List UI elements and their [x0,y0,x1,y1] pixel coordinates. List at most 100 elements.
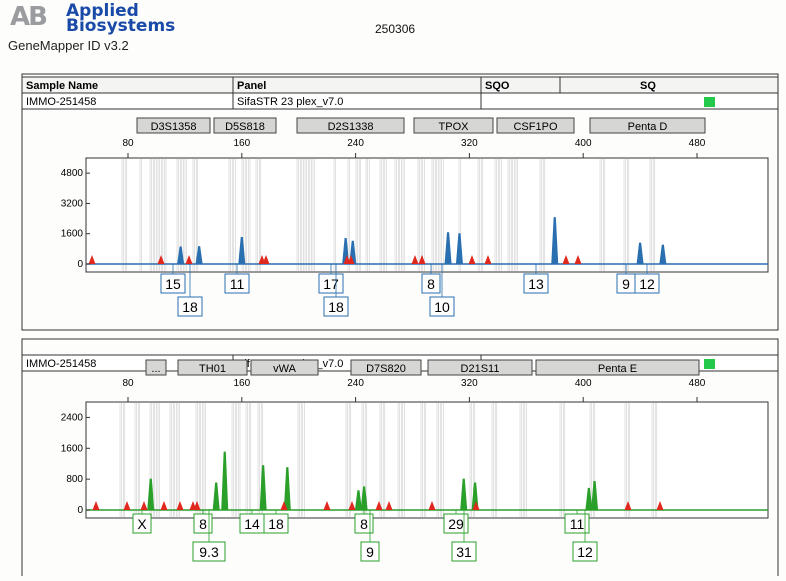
x-axis-ticks: 80 160 240 320 400 480 [122,378,706,402]
allele-label: 18 [328,299,344,315]
size-marker-triangle [418,255,426,264]
allele-box [224,273,250,294]
allele-label: 9.3 [199,544,219,560]
allele-calls: X 8 14 18 8 29 11 9.3 9 31 12 [132,510,598,562]
plot-frame [85,157,769,273]
allele-label: 11 [570,516,585,532]
allele-box [429,296,455,317]
allele-box [634,273,660,294]
locus-label: TPOX [439,121,470,133]
panel-name-value: SifaSTR 23 plex_v7.0 [237,96,343,108]
allele-label: 8 [199,516,207,532]
peak [147,478,155,511]
quality-status-indicator [704,97,715,107]
y-tick-label: 1600 [61,443,84,454]
size-marker-triangle [176,501,184,510]
size-marker-triangle [160,501,168,510]
locus-box [535,359,700,376]
allele-label: 17 [323,276,339,292]
y-tick-label: 0 [77,505,83,516]
y-axis-ticks: 0 1600 3200 4800 [61,168,90,270]
y-axis-ticks: 0 800 1600 2400 [61,412,90,516]
brand-name-line2: Biosystems [66,16,176,36]
size-marker-triangle [468,255,476,264]
allele-box [523,273,549,294]
locus-box [589,117,706,134]
table-header-row [21,76,779,94]
locus-label: D21S11 [461,363,500,375]
allele-label: X [137,516,147,532]
locus-label: D2S1338 [328,121,374,133]
locus-label: Penta D [628,121,668,133]
run-id: 250306 [375,22,416,36]
size-marker-triangle [411,255,419,264]
x-tick-label: 240 [347,138,364,149]
allele-label: 9 [366,544,374,560]
allele-label: 14 [244,516,260,532]
size-marker-triangle [88,255,96,264]
plot-area [85,157,769,273]
allele-bins [121,159,656,271]
x-tick-label: 400 [575,378,592,389]
locus-box [213,117,277,134]
allele-label: 12 [577,544,593,560]
size-marker-triangle [562,255,570,264]
locus-box [496,117,575,134]
allele-box [318,273,344,294]
size-marker-triangle [347,255,355,264]
allele-label: 12 [639,276,655,292]
peak [659,244,667,265]
allele-box [192,541,226,562]
table-data-row [21,92,779,110]
peak [283,467,291,511]
data-peaks [147,451,599,511]
allele-label: 8 [427,276,435,292]
allele-box [132,513,152,534]
allele-calls: 15 11 17 8 13 9 12 18 18 10 [160,264,660,317]
size-marker-triangle [262,255,270,264]
locus-box [427,359,533,376]
allele-box [360,541,380,562]
peak [238,237,246,265]
ab-logo-mark: AB [10,2,48,32]
peak [591,480,599,511]
x-tick-label: 320 [461,378,478,389]
locus-label: CSF1PO [513,121,557,133]
y-tick-label: 1600 [61,229,84,240]
locus-box [413,117,494,134]
locus-box [145,359,167,376]
size-marker-triangle [656,501,664,510]
peak [360,486,368,511]
peak [455,233,463,265]
locus-box [177,359,248,376]
allele-box [160,273,186,294]
peak [221,451,229,511]
size-marker-triangle [574,255,582,264]
peak [212,482,220,511]
allele-box [572,541,598,562]
x-tick-label: 160 [233,378,250,389]
allele-box [451,541,477,562]
sample-name-value: IMMO-251458 [26,358,96,370]
locus-label: vWA [273,363,296,375]
peak [444,232,452,265]
size-marker-triangle [348,501,356,510]
x-tick-label: 480 [689,138,706,149]
plot-area [85,401,769,519]
size-marker-triangle [123,501,131,510]
quality-status-indicator [704,359,715,369]
size-marker-triangle [484,255,492,264]
size-marker-triangle [385,501,393,510]
applied-biosystems-logo: AB Applied Biosystems [8,2,188,56]
col-sq: SQ [640,80,656,92]
size-marker-triangle [624,501,632,510]
size-marker-triangle [193,501,201,510]
x-tick-label: 240 [347,378,364,389]
locus-label: TH01 [199,363,226,375]
locus-label: D3S1358 [151,121,197,133]
allele-box [177,296,203,317]
locus-box [296,117,405,134]
